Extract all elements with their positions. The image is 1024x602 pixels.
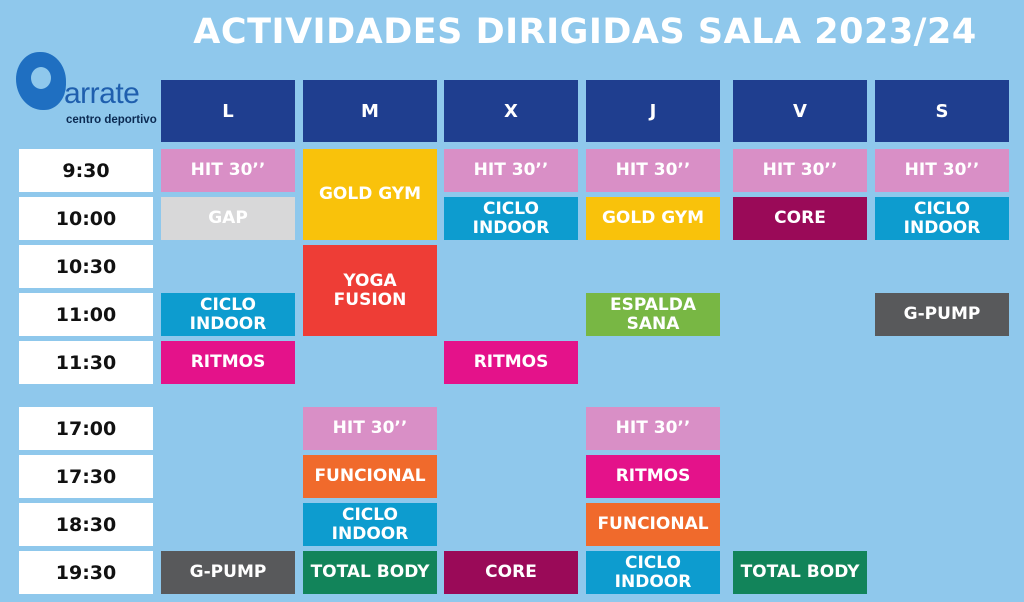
logo: arrate centro deportivo [14,50,157,130]
activity-total-body: TOTAL BODY [733,551,867,594]
activity-yoga-fusion: YOGA FUSION [303,245,437,336]
activity-hit-30: HIT 30’’ [586,407,720,450]
day-header-v: V [733,80,867,142]
time-label: 9:30 [19,149,153,192]
activity-hit-30: HIT 30’’ [161,149,295,192]
activity-ciclo-indoor: CICLO INDOOR [586,551,720,594]
activity-gap: GAP [161,197,295,240]
time-label: 19:30 [19,551,153,594]
activity-gold-gym: GOLD GYM [303,149,437,240]
activity-core: CORE [733,197,867,240]
activity-ritmos: RITMOS [444,341,578,384]
page-title: ACTIVIDADES DIRIGIDAS SALA 2023/24 [193,12,977,52]
logo-subtitle: centro deportivo [66,114,157,126]
time-label: 11:00 [19,293,153,336]
activity-ciclo-indoor: CICLO INDOOR [161,293,295,336]
activity-funcional: FUNCIONAL [586,503,720,546]
time-label: 10:30 [19,245,153,288]
time-label: 10:00 [19,197,153,240]
activity-hit-30: HIT 30’’ [733,149,867,192]
activity-funcional: FUNCIONAL [303,455,437,498]
day-header-l: L [161,80,295,142]
time-label: 11:30 [19,341,153,384]
activity-hit-30: HIT 30’’ [586,149,720,192]
activity-ciclo-indoor: CICLO INDOOR [444,197,578,240]
logo-name: arrate [64,77,140,110]
arrate-logo-icon [16,52,66,110]
activity-hit-30: HIT 30’’ [303,407,437,450]
activity-total-body: TOTAL BODY [303,551,437,594]
activity-core: CORE [444,551,578,594]
activity-ciclo-indoor: CICLO INDOOR [303,503,437,546]
time-label: 17:00 [19,407,153,450]
activity-hit-30: HIT 30’’ [444,149,578,192]
day-header-x: X [444,80,578,142]
time-label: 17:30 [19,455,153,498]
day-header-s: S [875,80,1009,142]
day-header-m: M [303,80,437,142]
activity-g-pump: G-PUMP [161,551,295,594]
activity-gold-gym: GOLD GYM [586,197,720,240]
activity-ritmos: RITMOS [586,455,720,498]
activity-hit-30: HIT 30’’ [875,149,1009,192]
activity-espalda-sana: ESPALDA SANA [586,293,720,336]
activity-g-pump: G-PUMP [875,293,1009,336]
activity-ritmos: RITMOS [161,341,295,384]
time-label: 18:30 [19,503,153,546]
activity-ciclo-indoor: CICLO INDOOR [875,197,1009,240]
day-header-j: J [586,80,720,142]
